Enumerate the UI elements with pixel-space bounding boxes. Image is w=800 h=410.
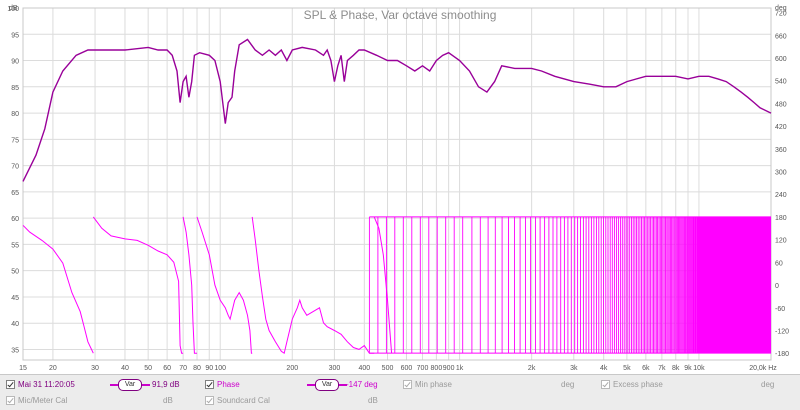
x-tick-label: 400 [358, 365, 370, 372]
x-tick-label: 300 [329, 365, 341, 372]
smoothing-pill[interactable]: Var [110, 379, 150, 391]
right-tick-label: -120 [775, 328, 789, 335]
left-tick-label: 90 [11, 59, 19, 66]
legend-label: Excess phase [613, 380, 663, 389]
legend-item-phase[interactable]: Phase Var -147 deg [205, 378, 395, 391]
legend-label: Mai 31 11:20:05 [18, 380, 75, 389]
right-tick-label: 600 [775, 56, 787, 63]
x-tick-label: 70 [179, 365, 187, 372]
x-tick-label: 15 [19, 365, 27, 372]
phase-dense-lines [368, 216, 772, 354]
left-tick-label: 60 [11, 216, 19, 223]
left-tick-label: 70 [11, 164, 19, 171]
right-tick-label: 240 [775, 192, 787, 199]
right-axis-unit: deg [775, 5, 787, 12]
checkbox[interactable] [403, 380, 412, 389]
checkbox[interactable] [601, 380, 610, 389]
legend-item-excess-phase[interactable]: Excess phase deg [601, 378, 781, 391]
series-spl [22, 38, 772, 182]
right-tick-label: 120 [775, 238, 787, 245]
checkbox[interactable] [205, 396, 214, 405]
legend-value: 91,9 dB [152, 380, 180, 389]
x-tick-label: 600 [401, 365, 413, 372]
x-tick-label: 100 [214, 365, 226, 372]
left-tick-label: 45 [11, 295, 19, 302]
left-tick-label: 100 [7, 6, 19, 13]
right-tick-label: 300 [775, 170, 787, 177]
x-tick-label: 20,0k Hz [749, 365, 777, 372]
x-tick-label: 3k [570, 365, 578, 372]
x-tick-label: 8k [672, 365, 680, 372]
right-tick-label: 480 [775, 101, 787, 108]
phase-wrap-lines [368, 216, 772, 354]
right-tick-label: 720 [775, 11, 787, 18]
right-tick-label: 60 [775, 260, 783, 267]
left-tick-label: 40 [11, 321, 19, 328]
left-tick-label: 50 [11, 269, 19, 276]
smoothing-pill[interactable]: Var [307, 379, 347, 391]
x-tick-label: 7k [658, 365, 666, 372]
chart-title: SPL & Phase, Var octave smoothing [304, 8, 497, 22]
left-tick-label: 55 [11, 242, 19, 249]
checkbox[interactable] [6, 396, 15, 405]
left-tick-label: 35 [11, 347, 19, 354]
checkbox[interactable] [6, 380, 15, 389]
x-tick-label: 6k [642, 365, 650, 372]
right-tick-label: -60 [775, 306, 785, 313]
right-tick-label: 180 [775, 215, 787, 222]
x-tick-label: 60 [163, 365, 171, 372]
x-tick-label: 5k [623, 365, 631, 372]
x-tick-label: 1k [456, 365, 464, 372]
right-tick-label: 660 [775, 33, 787, 40]
left-tick-label: 65 [11, 190, 19, 197]
right-axis-ticks: -180 -120 -60 0 60 120 180 240 300 360 420 480 540 60… [775, 11, 789, 359]
right-tick-label: 0 [775, 283, 779, 290]
legend-item-mic-cal[interactable]: Mic/Meter Cal dB [6, 394, 196, 407]
legend-label: Min phase [415, 380, 452, 389]
x-tick-label: 90 [205, 365, 213, 372]
x-tick-label: 40 [121, 365, 129, 372]
legend-item-min-phase[interactable]: Min phase deg [403, 378, 578, 391]
legend-label: Soundcard Cal [217, 396, 270, 405]
left-axis-ticks: 35 40 45 50 55 60 65 70 75 80 85 90 95 100 [7, 6, 19, 354]
legend-value: dB [163, 396, 173, 405]
x-tick-label: 4k [600, 365, 608, 372]
legend-item-measurement[interactable]: Mai 31 11:20:05 Var 91,9 dB [6, 378, 201, 391]
right-tick-label: 540 [775, 79, 787, 86]
legend-value: deg [761, 380, 775, 389]
legend-panel: Mai 31 11:20:05 Var 91,9 dB Phase Var -1… [0, 374, 800, 410]
left-tick-label: 95 [11, 32, 19, 39]
right-tick-label: 360 [775, 147, 787, 154]
left-axis-unit: dB [9, 5, 18, 12]
x-tick-label: 700 [417, 365, 429, 372]
legend-item-soundcard-cal[interactable]: Soundcard Cal dB [205, 394, 395, 407]
x-tick-label: 80 [193, 365, 201, 372]
legend-label: Phase [217, 380, 240, 389]
x-tick-label: 900 [443, 365, 455, 372]
plot-frame [22, 7, 772, 361]
legend-value: dB [368, 396, 378, 405]
x-tick-label: 800 [431, 365, 443, 372]
series-phase [22, 216, 393, 355]
left-tick-label: 80 [11, 111, 19, 118]
x-tick-label: 500 [382, 365, 394, 372]
x-tick-label: 10k [693, 365, 705, 372]
x-tick-label: 9k [684, 365, 692, 372]
x-axis-ticks: 15 20 30 40 50 60 70 80 90 100 200 300 400 500 600 700 8… [19, 365, 777, 372]
x-tick-label: 200 [286, 365, 298, 372]
legend-value: deg [561, 380, 575, 389]
right-tick-label: -180 [775, 351, 789, 358]
legend-value: -147 deg [346, 380, 378, 389]
right-tick-label: 420 [775, 124, 787, 131]
x-tick-label: 20 [49, 365, 57, 372]
spl-phase-chart[interactable]: SPL & Phase, Var octave smoothing dB deg… [0, 0, 800, 373]
x-tick-label: 50 [144, 365, 152, 372]
left-tick-label: 85 [11, 85, 19, 92]
x-tick-label: 2k [528, 365, 536, 372]
checkbox[interactable] [205, 380, 214, 389]
x-tick-label: 30 [91, 365, 99, 372]
left-tick-label: 75 [11, 137, 19, 144]
legend-label: Mic/Meter Cal [18, 396, 68, 405]
